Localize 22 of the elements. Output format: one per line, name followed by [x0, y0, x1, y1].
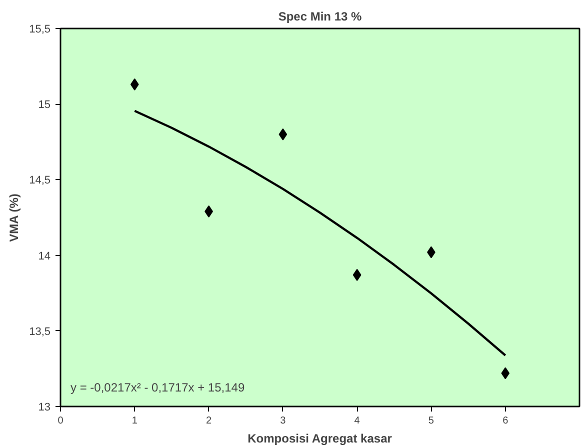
- y-tick-label: 14,5: [29, 174, 51, 187]
- y-tick-label: 13,5: [29, 326, 51, 338]
- point: [278, 128, 288, 140]
- x-tick-label: 5: [428, 416, 434, 426]
- x-tick-label: 0: [58, 416, 64, 426]
- x-tick-label: 1: [132, 416, 138, 426]
- y-tick-label: 13: [38, 402, 51, 414]
- y-tick-label: 15,5: [29, 24, 51, 36]
- point: [501, 367, 510, 380]
- x-tick-label: 3: [280, 416, 286, 426]
- point: [130, 78, 139, 90]
- y-tick-label: 14: [38, 250, 51, 262]
- x-tick-label: 6: [502, 416, 509, 426]
- y-axis-title: VMA (%): [7, 194, 22, 242]
- annotation: y = -0,0217x² - 0,1717x + 15,149: [70, 380, 245, 394]
- line-series: [134, 110, 506, 356]
- chart-title: Spec Min 13 %: [278, 10, 362, 24]
- point: [352, 268, 362, 281]
- x-axis-title: Komposisi Agregat kasar: [248, 432, 392, 446]
- y-tick-label: 15: [38, 99, 51, 112]
- x-tick-label: 4: [354, 416, 360, 426]
- x-tick-label: 2: [206, 416, 212, 426]
